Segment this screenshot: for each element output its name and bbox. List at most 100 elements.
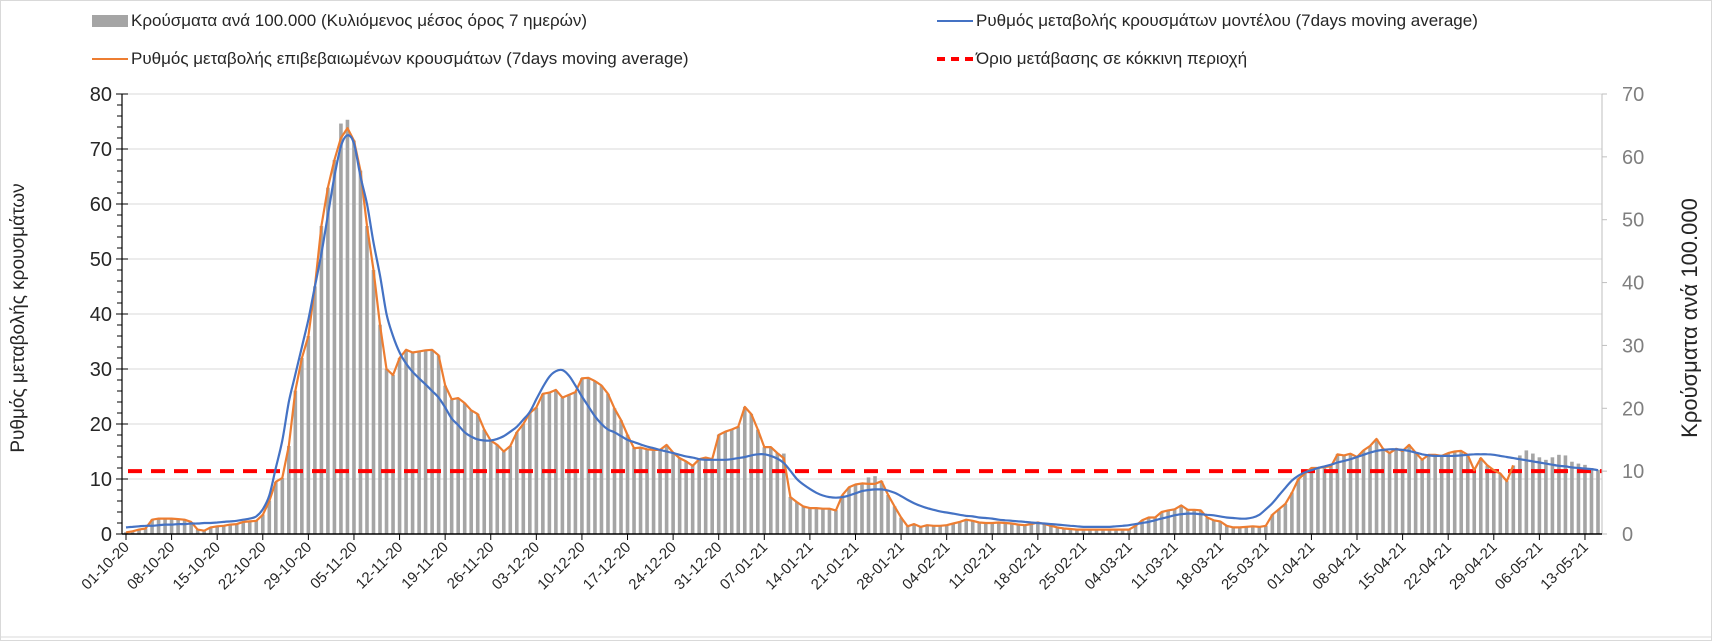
bar (541, 393, 545, 534)
bar (1257, 527, 1262, 534)
bar (215, 526, 219, 534)
bar (651, 449, 656, 534)
bar (1010, 523, 1014, 534)
bar (1003, 522, 1008, 534)
x-tick-label: 19-11-20 (398, 539, 452, 593)
bar (1342, 455, 1346, 534)
bar (1166, 510, 1170, 534)
bar (925, 525, 929, 534)
left-tick-label: 10 (90, 469, 112, 491)
left-tick-label: 70 (90, 139, 112, 161)
bar (202, 530, 206, 534)
bar (645, 449, 649, 534)
bar (247, 521, 252, 534)
bar (690, 465, 695, 534)
x-tick-label: 29-10-20 (261, 539, 315, 593)
bar (1596, 469, 1600, 534)
bar (1433, 454, 1437, 534)
x-tick-label: 03-12-20 (489, 539, 543, 593)
bar (1153, 517, 1157, 534)
x-tick-label: 10-12-20 (534, 539, 588, 593)
bar (625, 434, 630, 534)
bar (339, 123, 343, 535)
x-tick-label: 14-01-21 (762, 539, 816, 593)
bar (853, 484, 858, 534)
x-tick-label: 01-04-21 (1264, 539, 1318, 593)
bar (990, 522, 995, 534)
bar (482, 429, 487, 534)
bar (1400, 451, 1405, 534)
bar (1531, 453, 1535, 534)
bar (957, 522, 962, 534)
legend-item-model: Ρυθμός μεταβολής κρουσμάτων μοντέλου (7d… (937, 11, 1478, 31)
x-tick-label: 07-01-21 (717, 539, 771, 593)
bar (1387, 452, 1392, 534)
x-tick-label: 17-12-20 (580, 539, 634, 593)
bar (1374, 439, 1379, 534)
legend-swatch-model (937, 20, 973, 22)
bar (1316, 468, 1320, 534)
bar (358, 170, 363, 534)
bar (1075, 529, 1079, 534)
right-tick-label: 50 (1622, 210, 1644, 232)
bar (508, 446, 513, 534)
bar (599, 385, 604, 534)
x-tick-label: 31-12-20 (671, 539, 725, 593)
bar (808, 508, 812, 534)
bar (462, 403, 467, 534)
bar (1042, 523, 1047, 534)
bar (1198, 510, 1203, 534)
bar (436, 355, 441, 534)
bar (345, 119, 350, 535)
legend-label-threshold: Όριο μετάβασης σε κόκκινη περιοχή (976, 49, 1248, 68)
bar (554, 390, 558, 534)
bar (130, 531, 135, 534)
bar (1159, 512, 1164, 534)
bar (182, 519, 187, 534)
bar (287, 446, 291, 534)
bar (1459, 451, 1464, 534)
bar (931, 525, 936, 534)
bar (1211, 520, 1216, 534)
right-tick-label: 0 (1622, 524, 1633, 546)
left-tick-label: 80 (90, 84, 112, 106)
bar (1036, 522, 1040, 534)
bar (495, 444, 500, 534)
bar (1107, 529, 1112, 534)
bar (1465, 454, 1470, 534)
legend-item-bars: Κρούσματα ανά 100.000 (Κυλιόμενος μέσος … (92, 11, 587, 31)
legend-swatch-confirmed (92, 58, 128, 60)
bar (658, 449, 662, 534)
bar (1023, 525, 1027, 534)
legend-label-model: Ρυθμός μεταβολής κρουσμάτων μοντέλου (7d… (976, 11, 1478, 30)
x-tick-label: 26-11-20 (444, 539, 498, 593)
bar (586, 377, 591, 534)
bar (638, 447, 643, 534)
bar (378, 324, 382, 534)
x-tick-label: 29-04-21 (1446, 539, 1500, 593)
bar (391, 374, 395, 534)
bar (703, 457, 708, 534)
bar (300, 358, 304, 534)
bar (834, 510, 838, 534)
bar (788, 496, 793, 534)
bar (1250, 526, 1255, 534)
bar (208, 527, 213, 534)
bar (260, 514, 265, 534)
bar (814, 508, 819, 534)
bar (137, 529, 141, 534)
bar (905, 526, 910, 534)
bar (860, 483, 864, 534)
right-tick-label: 70 (1622, 84, 1644, 106)
bar (938, 525, 942, 534)
model-rate-line (125, 134, 1599, 529)
bar (221, 525, 226, 534)
bar (847, 487, 851, 534)
bar (1114, 529, 1118, 534)
bar (1277, 509, 1281, 534)
bar (274, 481, 278, 534)
bar (671, 452, 675, 534)
bar (697, 459, 701, 534)
bar (423, 350, 428, 534)
